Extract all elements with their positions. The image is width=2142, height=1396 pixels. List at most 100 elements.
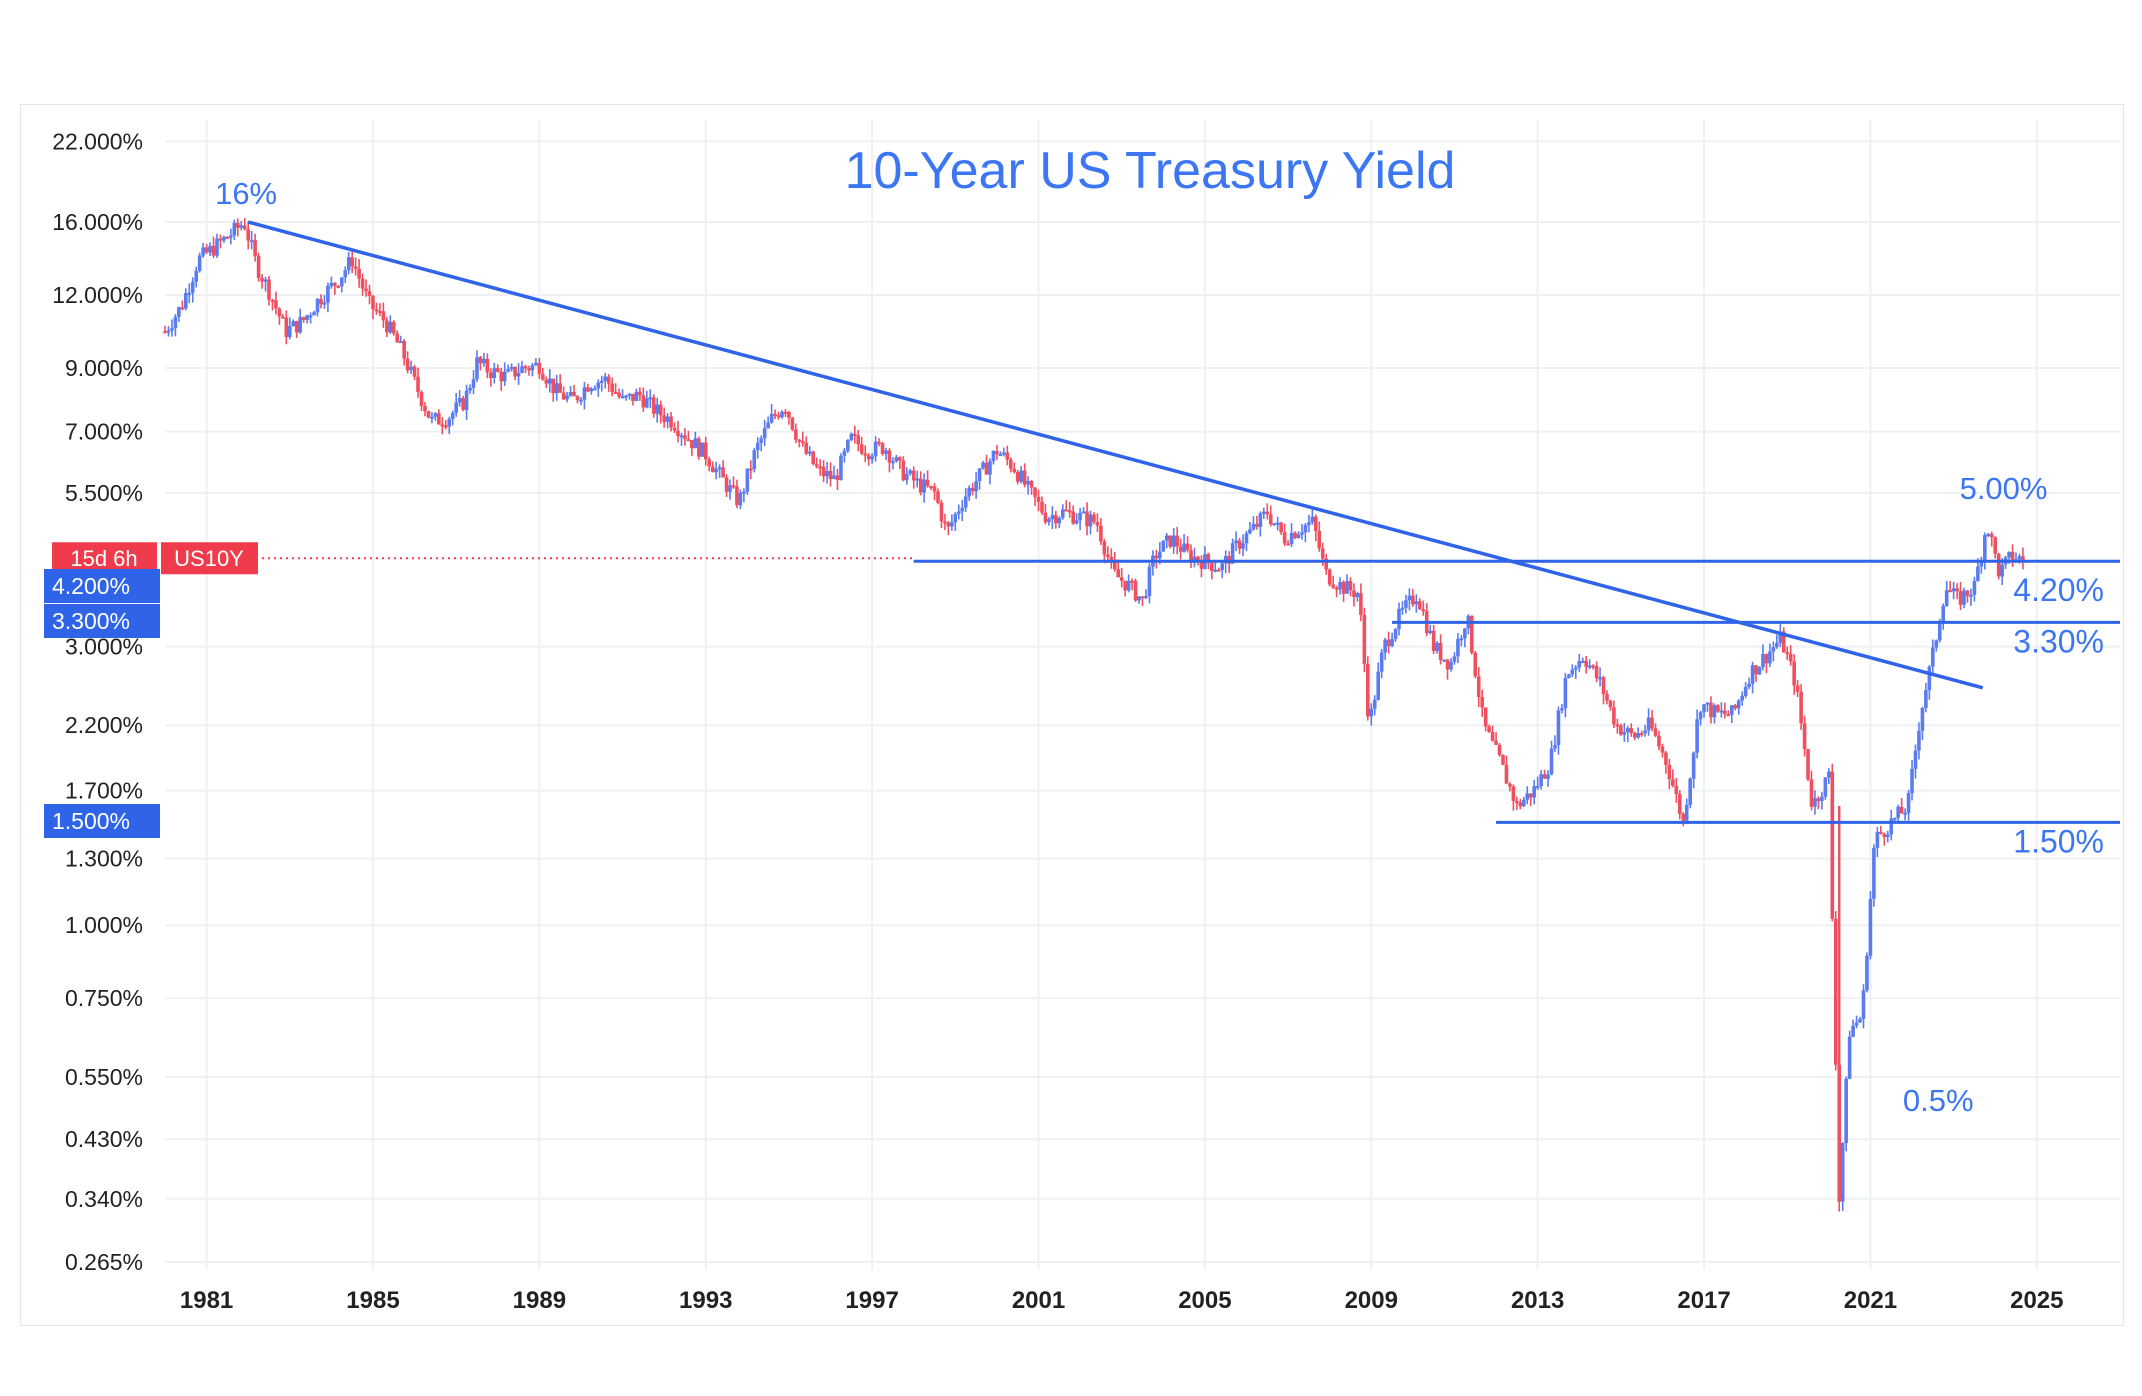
candle-body [1182, 543, 1186, 552]
candle-body [1757, 667, 1762, 675]
candle-body [814, 464, 819, 467]
candle-body [745, 468, 750, 492]
candle-body [915, 478, 919, 481]
candle-body [1216, 569, 1221, 572]
candle-body [513, 366, 517, 377]
candle-body [1677, 793, 1682, 814]
candle-body [1917, 730, 1921, 751]
candle-series [163, 218, 2025, 1212]
candle-body [891, 461, 895, 464]
candle-body [1993, 537, 1998, 554]
axis-value-tag [44, 804, 160, 838]
candle-body [1095, 522, 1100, 526]
candle-body [215, 238, 219, 256]
candle-body [1885, 834, 1890, 838]
candle-body [1320, 548, 1325, 559]
candle-body [1178, 546, 1183, 552]
candle-body [1102, 541, 1107, 555]
candle-body [1577, 661, 1582, 668]
x-tick-label: 2009 [1345, 1287, 1398, 1314]
candle-body [873, 441, 878, 457]
candle-body [385, 320, 389, 333]
candle-body [922, 479, 926, 493]
candle-body [1820, 796, 1824, 802]
candle-body [267, 279, 271, 300]
candle-body [783, 411, 788, 414]
candle-body [1248, 529, 1252, 534]
candle-body [1511, 786, 1516, 802]
candle-body [1404, 600, 1408, 608]
candle-body [235, 222, 240, 228]
candle-body [1338, 582, 1342, 590]
candle-body [305, 315, 309, 320]
candle-body [1206, 554, 1211, 564]
candle-body [1927, 666, 1932, 691]
y-tick-label: 22.000% [52, 128, 143, 154]
candle-body [1317, 530, 1322, 549]
candle-body [374, 309, 379, 312]
candle-body [1691, 752, 1696, 779]
y-axis: 22.000% 16.000% 12.000% 9.000% 7.000% 5.500% 3… [52, 128, 143, 1275]
candle-body [398, 341, 403, 344]
candle-body [1996, 553, 2001, 577]
candle-body [1199, 561, 1204, 569]
candle-body [1345, 581, 1349, 594]
candle-body [1851, 1025, 1855, 1037]
candle-body [1521, 799, 1526, 807]
candle-body [1272, 523, 1277, 526]
candle-body [333, 282, 337, 286]
candle-body [391, 321, 396, 334]
candle-body [1924, 690, 1928, 708]
candle-body [1622, 732, 1627, 735]
y-tick-label: 16.000% [52, 209, 143, 235]
candle-body [1754, 665, 1758, 675]
candle-body [686, 439, 691, 442]
candle-body [1955, 588, 1959, 592]
candle-body [1438, 642, 1443, 661]
candle-body [1452, 656, 1457, 662]
candle-body [898, 457, 902, 461]
candle-body [752, 450, 757, 469]
candle-body [946, 522, 951, 527]
candle-body [419, 391, 424, 407]
candle-body [1300, 532, 1304, 535]
candle-body [953, 513, 958, 523]
y-tick-label: 0.430% [65, 1126, 143, 1152]
candle-body [839, 455, 843, 480]
candle-body [617, 392, 621, 397]
candle-body [717, 467, 722, 470]
candle-body [849, 433, 854, 441]
candle-body [1899, 806, 1904, 814]
candle-body [1844, 1078, 1848, 1144]
candle-body [593, 388, 597, 391]
candle-body [1563, 677, 1568, 709]
candle-body [1906, 793, 1911, 813]
candle-body [960, 507, 965, 512]
candle-body [416, 376, 420, 392]
candle-body [516, 372, 521, 377]
candle-body [1889, 818, 1894, 835]
candle-body [461, 398, 465, 410]
candle-body [1324, 558, 1329, 570]
candle-body [2007, 551, 2011, 558]
candle-body [1359, 593, 1363, 615]
candle-body [870, 456, 874, 460]
candle-body [904, 473, 909, 481]
candle-body [790, 417, 795, 430]
candle-body [229, 235, 233, 238]
candle-body [485, 358, 490, 373]
candle-body [277, 308, 282, 317]
candle-body [755, 442, 760, 451]
candle-body [1653, 728, 1658, 736]
candle-body [1189, 550, 1193, 563]
candle-body [1542, 774, 1547, 779]
y-tick-label: 7.000% [65, 419, 143, 445]
candle-body [1463, 628, 1467, 639]
candle-body [610, 383, 614, 392]
candle-body [676, 430, 680, 437]
candle-body [1535, 786, 1540, 789]
candle-body [1584, 660, 1588, 667]
countdown-tag [52, 542, 157, 575]
candle-body [835, 475, 840, 480]
candle-body [1331, 584, 1335, 588]
